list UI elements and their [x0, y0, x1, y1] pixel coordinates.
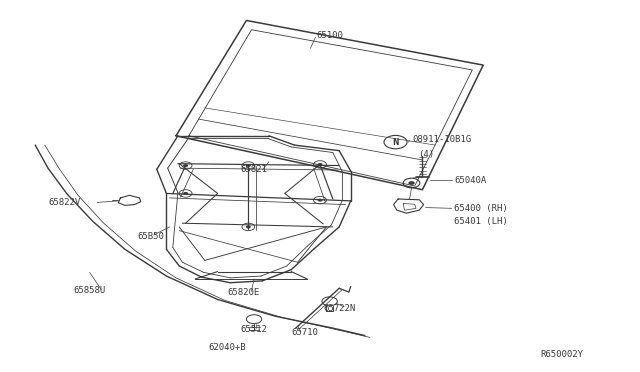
- Circle shape: [408, 181, 415, 185]
- Circle shape: [183, 164, 188, 167]
- Text: 65100: 65100: [317, 31, 344, 40]
- Text: 65858U: 65858U: [74, 286, 106, 295]
- Text: N: N: [392, 138, 399, 147]
- Text: 65710: 65710: [291, 328, 318, 337]
- Circle shape: [246, 164, 251, 167]
- Circle shape: [183, 192, 188, 195]
- Text: 62040+B: 62040+B: [208, 343, 246, 352]
- Text: 65821: 65821: [240, 165, 267, 174]
- Text: 65040A: 65040A: [454, 176, 486, 185]
- Text: 65722N: 65722N: [323, 304, 355, 313]
- Circle shape: [246, 225, 251, 228]
- Text: (4): (4): [418, 150, 434, 159]
- Circle shape: [317, 163, 323, 166]
- Text: 65401 (LH): 65401 (LH): [454, 217, 508, 226]
- Text: 08911-10B1G: 08911-10B1G: [413, 135, 472, 144]
- Text: 65512: 65512: [240, 325, 267, 334]
- Text: 65B50: 65B50: [138, 232, 164, 241]
- Text: R650002Y: R650002Y: [541, 350, 584, 359]
- Text: 65822V: 65822V: [48, 198, 80, 207]
- Circle shape: [317, 199, 323, 202]
- Text: 65400 (RH): 65400 (RH): [454, 204, 508, 213]
- Text: 65820E: 65820E: [227, 288, 259, 296]
